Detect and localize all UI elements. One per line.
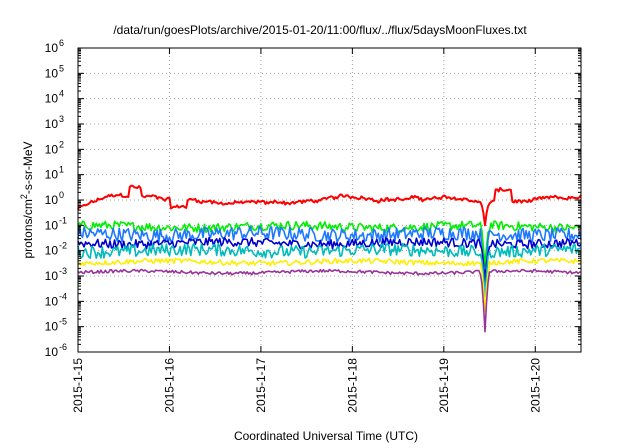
y-tick-exponent: -2 [59,241,67,251]
x-tick-label: 2015-1-19 [437,358,451,413]
x-axis-label: Coordinated Universal Time (UTC) [234,429,418,443]
y-tick-exponent: -1 [59,215,67,225]
x-tick-label: 2015-1-15 [71,358,85,413]
series-line [77,242,582,298]
x-tick-label: 2015-1-17 [254,358,268,413]
x-tick-label: 2015-1-18 [345,358,359,413]
plot-frame [77,47,582,353]
y-tick-label: 10 [45,345,59,359]
x-tick-label: 2015-1-16 [162,358,176,413]
x-tick-label: 2015-1-20 [528,358,542,413]
series-line [77,268,582,333]
grid-lines [78,48,581,352]
y-tick-exponent: -5 [59,317,67,327]
y-tick-exponent: 4 [59,89,64,99]
series-line [77,184,582,227]
series-line [77,236,582,282]
y-tick-label: 10 [45,244,59,258]
series-line [77,220,582,267]
y-tick-exponent: -3 [59,266,67,276]
series-line [77,225,582,290]
chart-title: /data/run/goesPlots/archive/2015-01-20/1… [113,23,527,37]
series-line [77,257,582,313]
y-tick-exponent: 6 [59,38,64,48]
y-tick-label: 10 [45,117,59,131]
y-tick-exponent: -6 [59,342,67,352]
y-tick-label: 10 [45,142,59,156]
y-tick-label: 10 [45,193,59,207]
y-tick-label: 10 [45,66,59,80]
y-tick-exponent: 0 [59,190,64,200]
y-axis-label-suffix: -s-sr-MeV [21,141,35,194]
plot-series [77,184,582,333]
y-tick-exponent: 1 [59,165,64,175]
y-axis-label-prefix: protons/cm [21,199,35,258]
y-tick-label: 10 [45,41,59,55]
y-tick-label: 10 [45,218,59,232]
y-axis-label: protons/cm2-s-sr-MeV [19,141,35,258]
y-tick-exponent: 5 [59,63,64,73]
y-tick-exponent: 2 [59,139,64,149]
y-tick-label: 10 [45,294,59,308]
y-tick-exponent: 3 [59,114,64,124]
y-tick-label: 10 [45,92,59,106]
y-axis-label-superscript: 2 [19,194,29,199]
y-tick-exponent: -4 [59,291,67,301]
y-tick-label: 10 [45,168,59,182]
y-tick-label: 10 [45,269,59,283]
axes: 10 -610 -510 -410 -310 -210 -110 010 110 210 310 41… [45,38,581,413]
y-tick-label: 10 [45,320,59,334]
